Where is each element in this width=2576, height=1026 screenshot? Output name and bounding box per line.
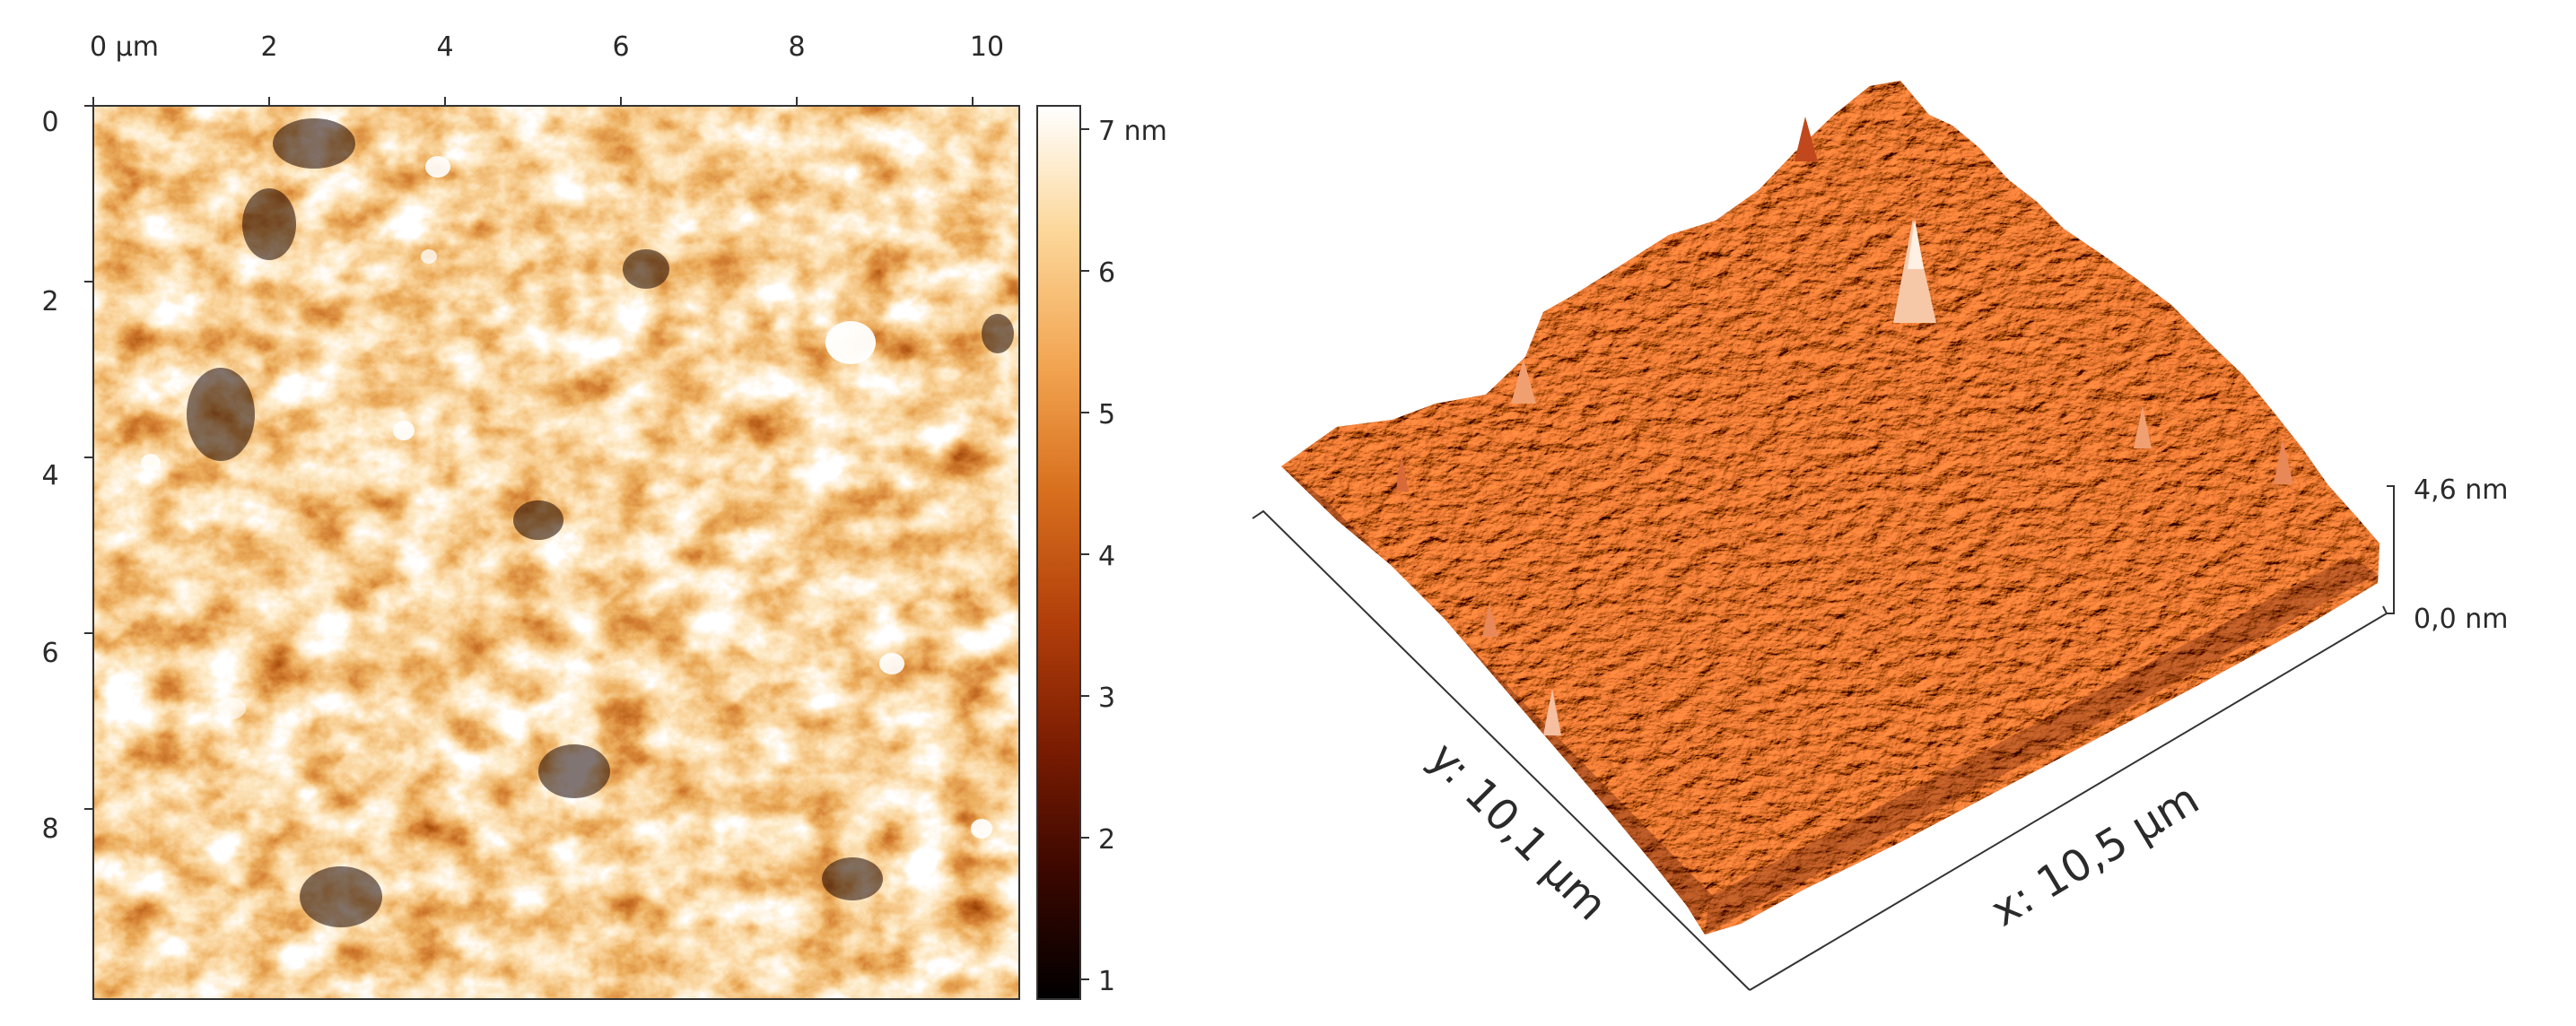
afm-colorbar: 7 nm 6 5 4 3 2 1 (1036, 105, 1167, 1000)
afm-2d-dark-patches (187, 118, 1014, 927)
afm-3d-x-axis-label: x: 10,5 µm (1982, 774, 2207, 937)
afm-2d-y-tick: 4 (41, 460, 58, 491)
afm-3d-peaks (1396, 117, 2293, 735)
afm-colorbar-tick: 2 (1098, 824, 1115, 856)
afm-3d-z-bottom-label: 0,0 nm (2414, 604, 2508, 635)
afm-colorbar-tick: 1 (1098, 966, 1115, 997)
afm-2d-x-tick: 4 (436, 31, 453, 63)
afm-2d-texture (93, 106, 1019, 999)
afm-2d-y-tick: 6 (41, 638, 58, 669)
afm-2d-x-axis (92, 97, 974, 106)
afm-2d-map: 0 µm 2 4 6 8 10 0 2 4 6 8 (41, 31, 1020, 1000)
afm-2d-y-tick: 8 (41, 813, 58, 845)
afm-2d-x-tick: 2 (260, 31, 277, 63)
afm-2d-y-tick: 0 (41, 107, 58, 138)
afm-3d-z-top-label: 4,6 nm (2414, 474, 2508, 506)
afm-3d-y-axis-line (1252, 509, 1751, 991)
afm-colorbar-tick: 6 (1098, 257, 1115, 289)
afm-colorbar-tick: 3 (1098, 683, 1115, 714)
afm-colorbar-tick: 7 nm (1098, 116, 1167, 147)
afm-3d-surface: y: 10,1 µm x: 10,5 µm 4,6 nm 0,0 nm (1252, 81, 2508, 991)
afm-3d-texture (1281, 81, 2380, 935)
afm-2d-x-tick: 0 µm (90, 31, 159, 63)
afm-3d-z-axis-line (2387, 485, 2395, 614)
afm-2d-y-axis (84, 105, 93, 810)
afm-2d-x-tick: 8 (788, 31, 805, 63)
afm-colorbar-tick: 4 (1098, 541, 1115, 572)
afm-colorbar-gradient (1036, 105, 1081, 1000)
afm-colorbar-tick: 5 (1098, 399, 1115, 430)
afm-3d-axes (1252, 485, 2395, 991)
afm-2d-y-tick: 2 (41, 286, 58, 317)
afm-2d-x-tick: 10 (970, 31, 1004, 63)
afm-2d-x-tick: 6 (612, 31, 629, 63)
afm-2d-particles (141, 156, 992, 839)
